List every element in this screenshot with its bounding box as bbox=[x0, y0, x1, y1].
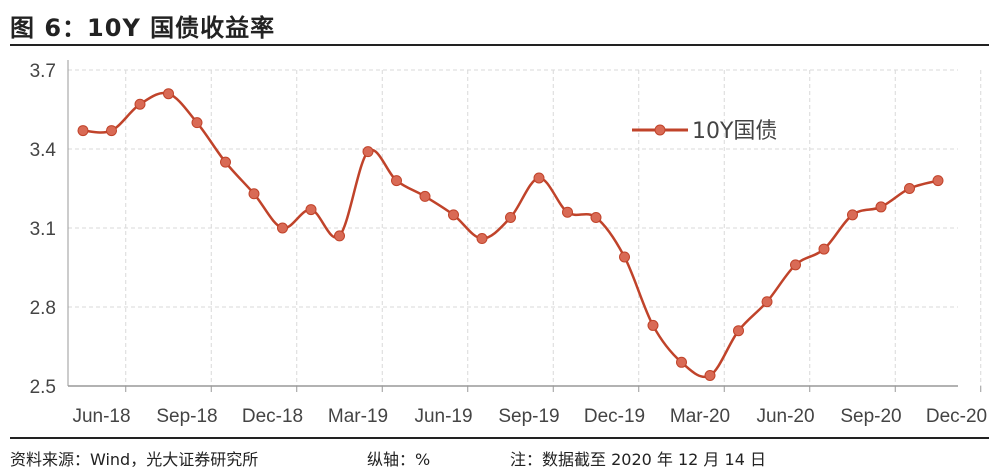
source-note: 资料来源：Wind，光大证券研究所 bbox=[10, 450, 259, 469]
data-point bbox=[932, 175, 944, 187]
data-point bbox=[590, 211, 602, 223]
data-point bbox=[106, 125, 117, 137]
data-point bbox=[704, 369, 716, 381]
data-point bbox=[448, 209, 459, 221]
footer-rule bbox=[10, 437, 989, 439]
y-tick-label: 3.7 bbox=[30, 61, 56, 82]
x-tick-label: Dec-19 bbox=[584, 406, 645, 427]
data-point bbox=[391, 175, 402, 187]
data-point bbox=[904, 183, 915, 194]
data-point bbox=[562, 206, 573, 218]
data-point bbox=[505, 211, 516, 223]
data-point bbox=[676, 356, 687, 368]
data-point bbox=[362, 146, 374, 158]
x-tick-label: Dec-20 bbox=[926, 406, 987, 427]
x-tick-label: Mar-20 bbox=[670, 406, 730, 427]
data-point bbox=[248, 188, 260, 200]
data-point bbox=[733, 325, 744, 337]
x-tick-label: Sep-18 bbox=[156, 406, 217, 427]
x-tick-label: Jun-20 bbox=[756, 406, 814, 427]
data-point bbox=[419, 190, 431, 202]
date-note: 注：数据截至 2020 年 12 月 14 日 bbox=[510, 450, 766, 469]
title-rule bbox=[10, 44, 989, 46]
x-tick-label: Sep-20 bbox=[840, 406, 901, 427]
data-point bbox=[761, 296, 773, 308]
x-tick-label: Sep-19 bbox=[498, 406, 559, 427]
data-point bbox=[163, 88, 174, 100]
data-point bbox=[476, 233, 488, 245]
x-tick-label: Mar-19 bbox=[328, 406, 388, 427]
data-point bbox=[818, 243, 830, 255]
legend-marker bbox=[654, 124, 666, 136]
data-point bbox=[220, 156, 231, 168]
chart-title: 图 6：10Y 国债收益率 bbox=[10, 14, 276, 42]
axis-unit-note: 纵轴：% bbox=[367, 450, 431, 469]
data-point bbox=[334, 230, 345, 242]
data-point bbox=[847, 209, 858, 221]
data-point bbox=[77, 125, 89, 137]
x-tick-label: Jun-18 bbox=[72, 406, 130, 427]
y-tick-label: 2.5 bbox=[30, 377, 56, 398]
data-point bbox=[305, 204, 317, 216]
data-point bbox=[619, 251, 630, 263]
x-tick-label: Dec-18 bbox=[242, 406, 303, 427]
line-chart: 3.7 3.4 3.1 2.8 2.5 Jun-18 Sep-18 Dec-18 Mar-19 J… bbox=[30, 60, 987, 427]
data-point bbox=[277, 222, 288, 234]
y-tick-label: 3.4 bbox=[30, 140, 57, 161]
data-point bbox=[134, 98, 146, 110]
y-tick-label: 3.1 bbox=[30, 219, 56, 240]
data-point bbox=[191, 117, 203, 129]
data-point bbox=[533, 172, 545, 184]
x-tick-label: Jun-19 bbox=[414, 406, 472, 427]
data-point bbox=[647, 319, 659, 331]
data-point bbox=[790, 259, 801, 271]
y-tick-label: 2.8 bbox=[30, 298, 56, 319]
data-point bbox=[875, 201, 887, 213]
legend-label: 10Y国债 bbox=[692, 119, 777, 144]
